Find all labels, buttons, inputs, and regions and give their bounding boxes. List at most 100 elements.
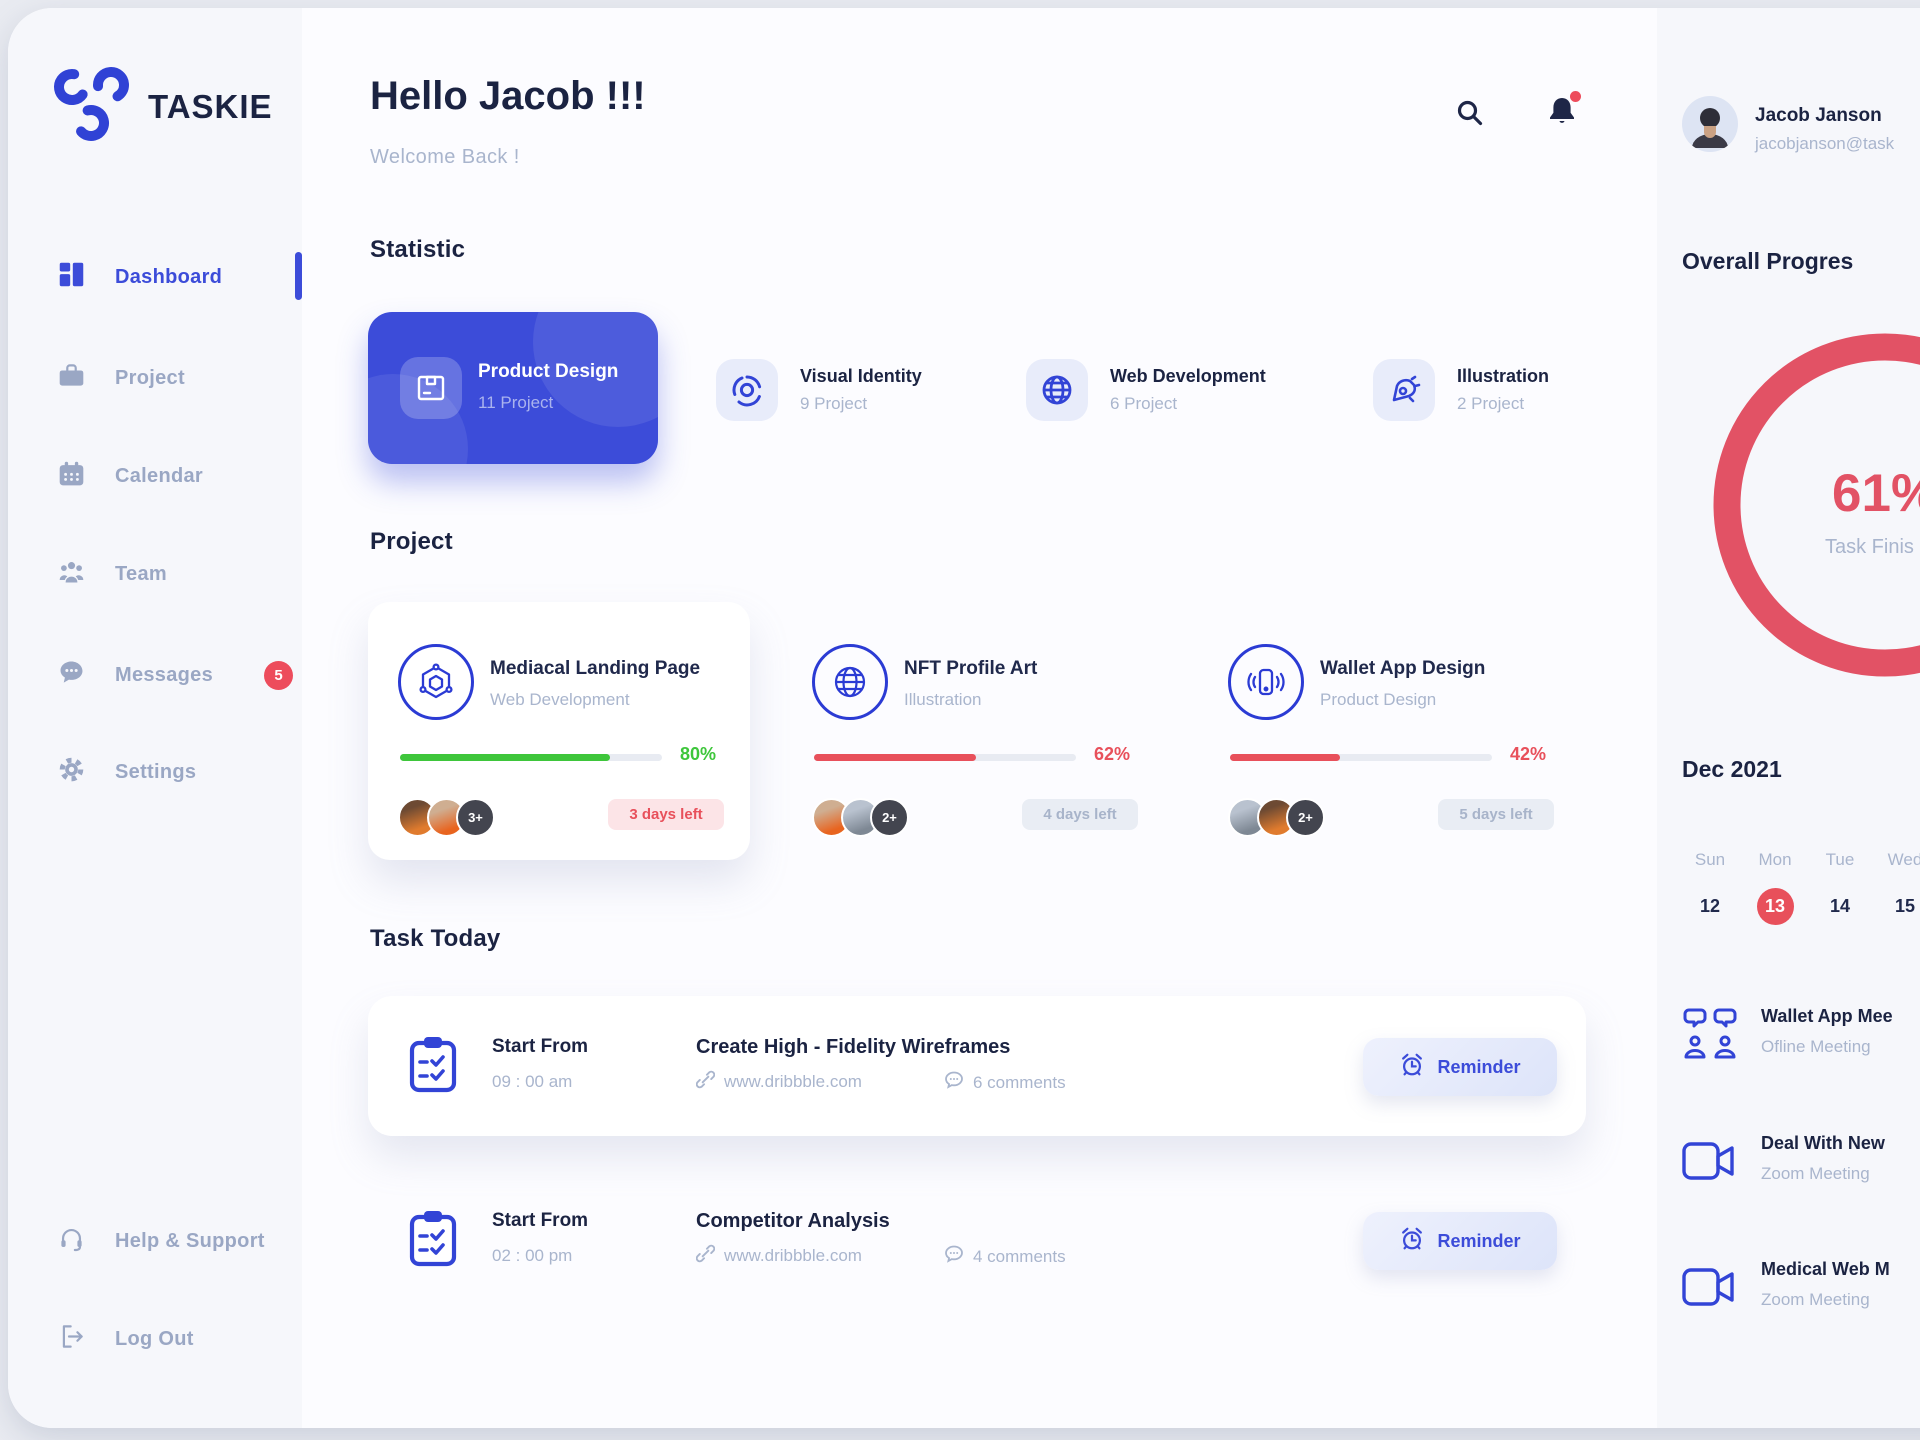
reminder-button[interactable]: Reminder [1363,1038,1557,1096]
project-name: Wallet App Design [1320,658,1486,679]
overall-progress-percent: 61% [1832,464,1920,523]
calendar-icon [58,460,85,492]
search-button[interactable] [1448,92,1492,136]
progress-label: 62% [1094,744,1131,764]
task-comments[interactable]: 6 comments [944,1070,1066,1095]
welcome-subtitle: Welcome Back ! [370,146,520,168]
progress-label: 42% [1510,744,1547,764]
user-name: Jacob Janson [1755,105,1882,126]
stat-card-visual-identity[interactable]: Visual Identity 9 Project [716,355,922,425]
cube-icon [398,644,474,720]
globe-icon [812,644,888,720]
calendar-date[interactable]: 12 [1678,896,1742,917]
sidebar-item-label: Project [115,366,185,389]
calendar-day-header: Wed [1887,850,1920,869]
project-category: Product Design [1320,690,1437,709]
avatar-extra-count: 3+ [456,798,495,837]
stat-card-title: Visual Identity [800,366,922,386]
meeting-item[interactable]: Deal With New Zoom Meeting [1657,1130,1920,1196]
sidebar-item-dashboard[interactable]: Dashboard [58,254,222,300]
task-start-label: Start From [492,1036,589,1057]
stat-card-count: 11 Project [478,393,554,412]
task-name: Create High - Fidelity Wireframes [696,1036,1011,1058]
notifications-button[interactable] [1540,90,1584,134]
calendar-date-label: 15 [1894,896,1916,916]
task-comments-text: 6 comments [973,1072,1066,1092]
calendar-day-header: Mon [1758,850,1792,869]
stat-card-web-development[interactable]: Web Development 6 Project [1026,355,1266,425]
task-link[interactable]: www.dribbble.com [695,1070,862,1094]
sidebar-item-settings[interactable]: Settings [58,749,196,795]
project-card[interactable]: Mediacal Landing Page Web Development 80… [368,602,750,860]
stat-card-title: Product Design [478,361,619,382]
sidebar-item-logout[interactable]: Log Out [58,1316,194,1362]
task-link-text: www.dribbble.com [724,1246,862,1265]
sidebar-item-messages[interactable]: Messages [58,652,213,698]
video-camera-icon [1681,1266,1739,1313]
messages-badge: 5 [264,661,293,690]
avatar-extra-count: 2+ [870,798,909,837]
project-category: Web Development [490,690,630,709]
calendar-column: Sun 12 [1678,850,1742,916]
link-icon [695,1070,716,1094]
notification-dot [1570,90,1581,102]
overall-progress-heading: Overall Progres [1682,248,1854,274]
task-row[interactable]: Start From 02 : 00 pm Competitor Analysi… [368,1170,1586,1310]
task-link-text: www.dribbble.com [724,1072,862,1091]
task-time: 09 : 00 am [492,1072,573,1091]
task-row[interactable]: Start From 09 : 00 am Create High - Fide… [368,996,1586,1136]
meeting-title: Deal With New [1761,1133,1885,1153]
calendar-date-selected[interactable]: 13 [1743,888,1807,925]
progress-track [814,754,1076,761]
due-badge: 3 days left [608,799,724,830]
sidebar-item-label: Dashboard [115,265,223,288]
main-content: Hello Jacob !!! Welcome Back ! Statistic [302,8,1664,1428]
meeting-subtitle: Ofline Meeting [1761,1037,1871,1056]
stat-card-title: Illustration [1457,366,1550,386]
sidebar-item-help-support[interactable]: Help & Support [58,1218,265,1264]
briefcase-icon [58,362,85,394]
sidebar-item-label: Settings [115,760,197,783]
team-avatars: 2+ [812,798,909,837]
calendar-date[interactable]: 14 [1808,896,1872,917]
statistic-heading: Statistic [370,236,466,263]
meeting-item[interactable]: Medical Web M Zoom Meeting [1657,1256,1920,1322]
overall-progress-caption: Task Finis [1825,536,1914,558]
progress-label: 80% [680,744,717,764]
sidebar-item-calendar[interactable]: Calendar [58,453,203,499]
stat-card-count: 9 Project [800,394,868,413]
task-start-label: Start From [492,1210,589,1231]
logout-icon [58,1323,85,1355]
team-avatars: 3+ [398,798,495,837]
sidebar-item-label: Team [115,562,167,585]
due-badge: 5 days left [1438,799,1554,830]
meeting-title: Medical Web M [1761,1259,1890,1279]
progress-track [1230,754,1492,761]
meeting-item[interactable]: Wallet App Mee Ofline Meeting [1657,1003,1920,1069]
sidebar-item-project[interactable]: Project [58,355,185,401]
active-nav-indicator [295,252,302,300]
chat-icon [58,659,85,691]
calendar-date-label: 12 [1699,896,1721,916]
sidebar-item-team[interactable]: Team [58,551,167,597]
calendar-date[interactable]: 15 [1873,896,1920,917]
project-card[interactable]: NFT Profile Art Illustration 62% 2+ 4 da… [782,602,1164,860]
globe-icon [1026,359,1088,421]
bell-icon [1545,90,1581,131]
user-avatar[interactable] [1682,96,1738,152]
team-icon [58,558,85,590]
project-card[interactable]: Wallet App Design Product Design 42% 2+ … [1198,602,1580,860]
stat-card-illustration[interactable]: Illustration 2 Project [1373,355,1549,425]
app-window: TASKIE Dashboard Project [8,8,1920,1428]
app-logo: TASKIE [50,66,273,147]
reminder-button[interactable]: Reminder [1363,1212,1557,1270]
video-camera-icon [1681,1140,1739,1187]
calendar-column: Tue 14 [1808,850,1872,916]
reminder-label: Reminder [1437,1056,1521,1077]
task-comments[interactable]: 4 comments [944,1244,1066,1269]
stat-card-product-design[interactable]: Product Design 11 Project [368,312,658,464]
task-link[interactable]: www.dribbble.com [695,1244,862,1268]
calendar-day-header: Sun [1694,850,1726,869]
progress-fill [400,754,610,761]
progress-track [400,754,662,761]
